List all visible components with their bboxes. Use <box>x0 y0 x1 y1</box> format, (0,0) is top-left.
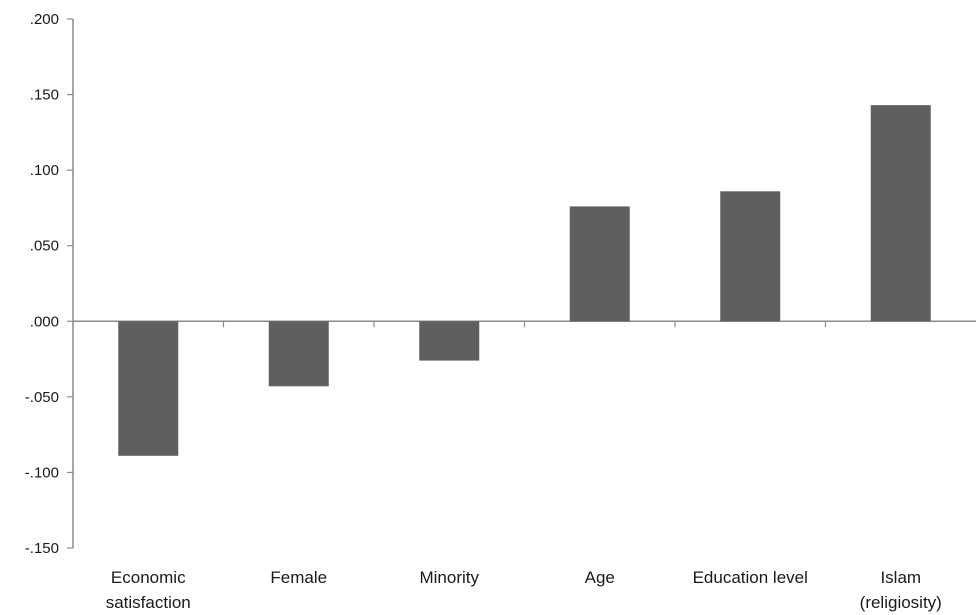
x-category-label: Education level <box>693 568 808 587</box>
bar <box>268 321 329 387</box>
y-tick-label: .000 <box>30 313 59 330</box>
bar <box>419 321 480 361</box>
y-tick-label: .200 <box>30 11 59 28</box>
x-category-label: Minority <box>419 568 479 587</box>
x-category-label: Economic satisfaction <box>106 568 191 612</box>
x-category-label: Female <box>270 568 327 587</box>
bars <box>118 105 931 456</box>
bar <box>569 206 630 322</box>
x-category-label: Age <box>585 568 615 587</box>
category-labels: Economic satisfaction Female Minority Age Edu… <box>106 568 942 612</box>
bar <box>870 105 931 322</box>
y-axis-ticks: .200 .150 .100 .050 .000 -.050 -.100 -.150 <box>25 11 73 557</box>
y-tick-label: .100 <box>30 162 59 179</box>
y-tick-label: .050 <box>30 238 59 255</box>
y-tick-label: -.150 <box>25 540 59 557</box>
y-tick-label: -.050 <box>25 389 59 406</box>
x-axis-ticks <box>222 321 827 328</box>
y-tick-label: .150 <box>30 87 59 104</box>
x-category-label: Islam (religiosity) <box>860 568 942 612</box>
bar <box>118 321 179 456</box>
bar <box>720 191 781 322</box>
y-tick-label: -.100 <box>25 464 59 481</box>
